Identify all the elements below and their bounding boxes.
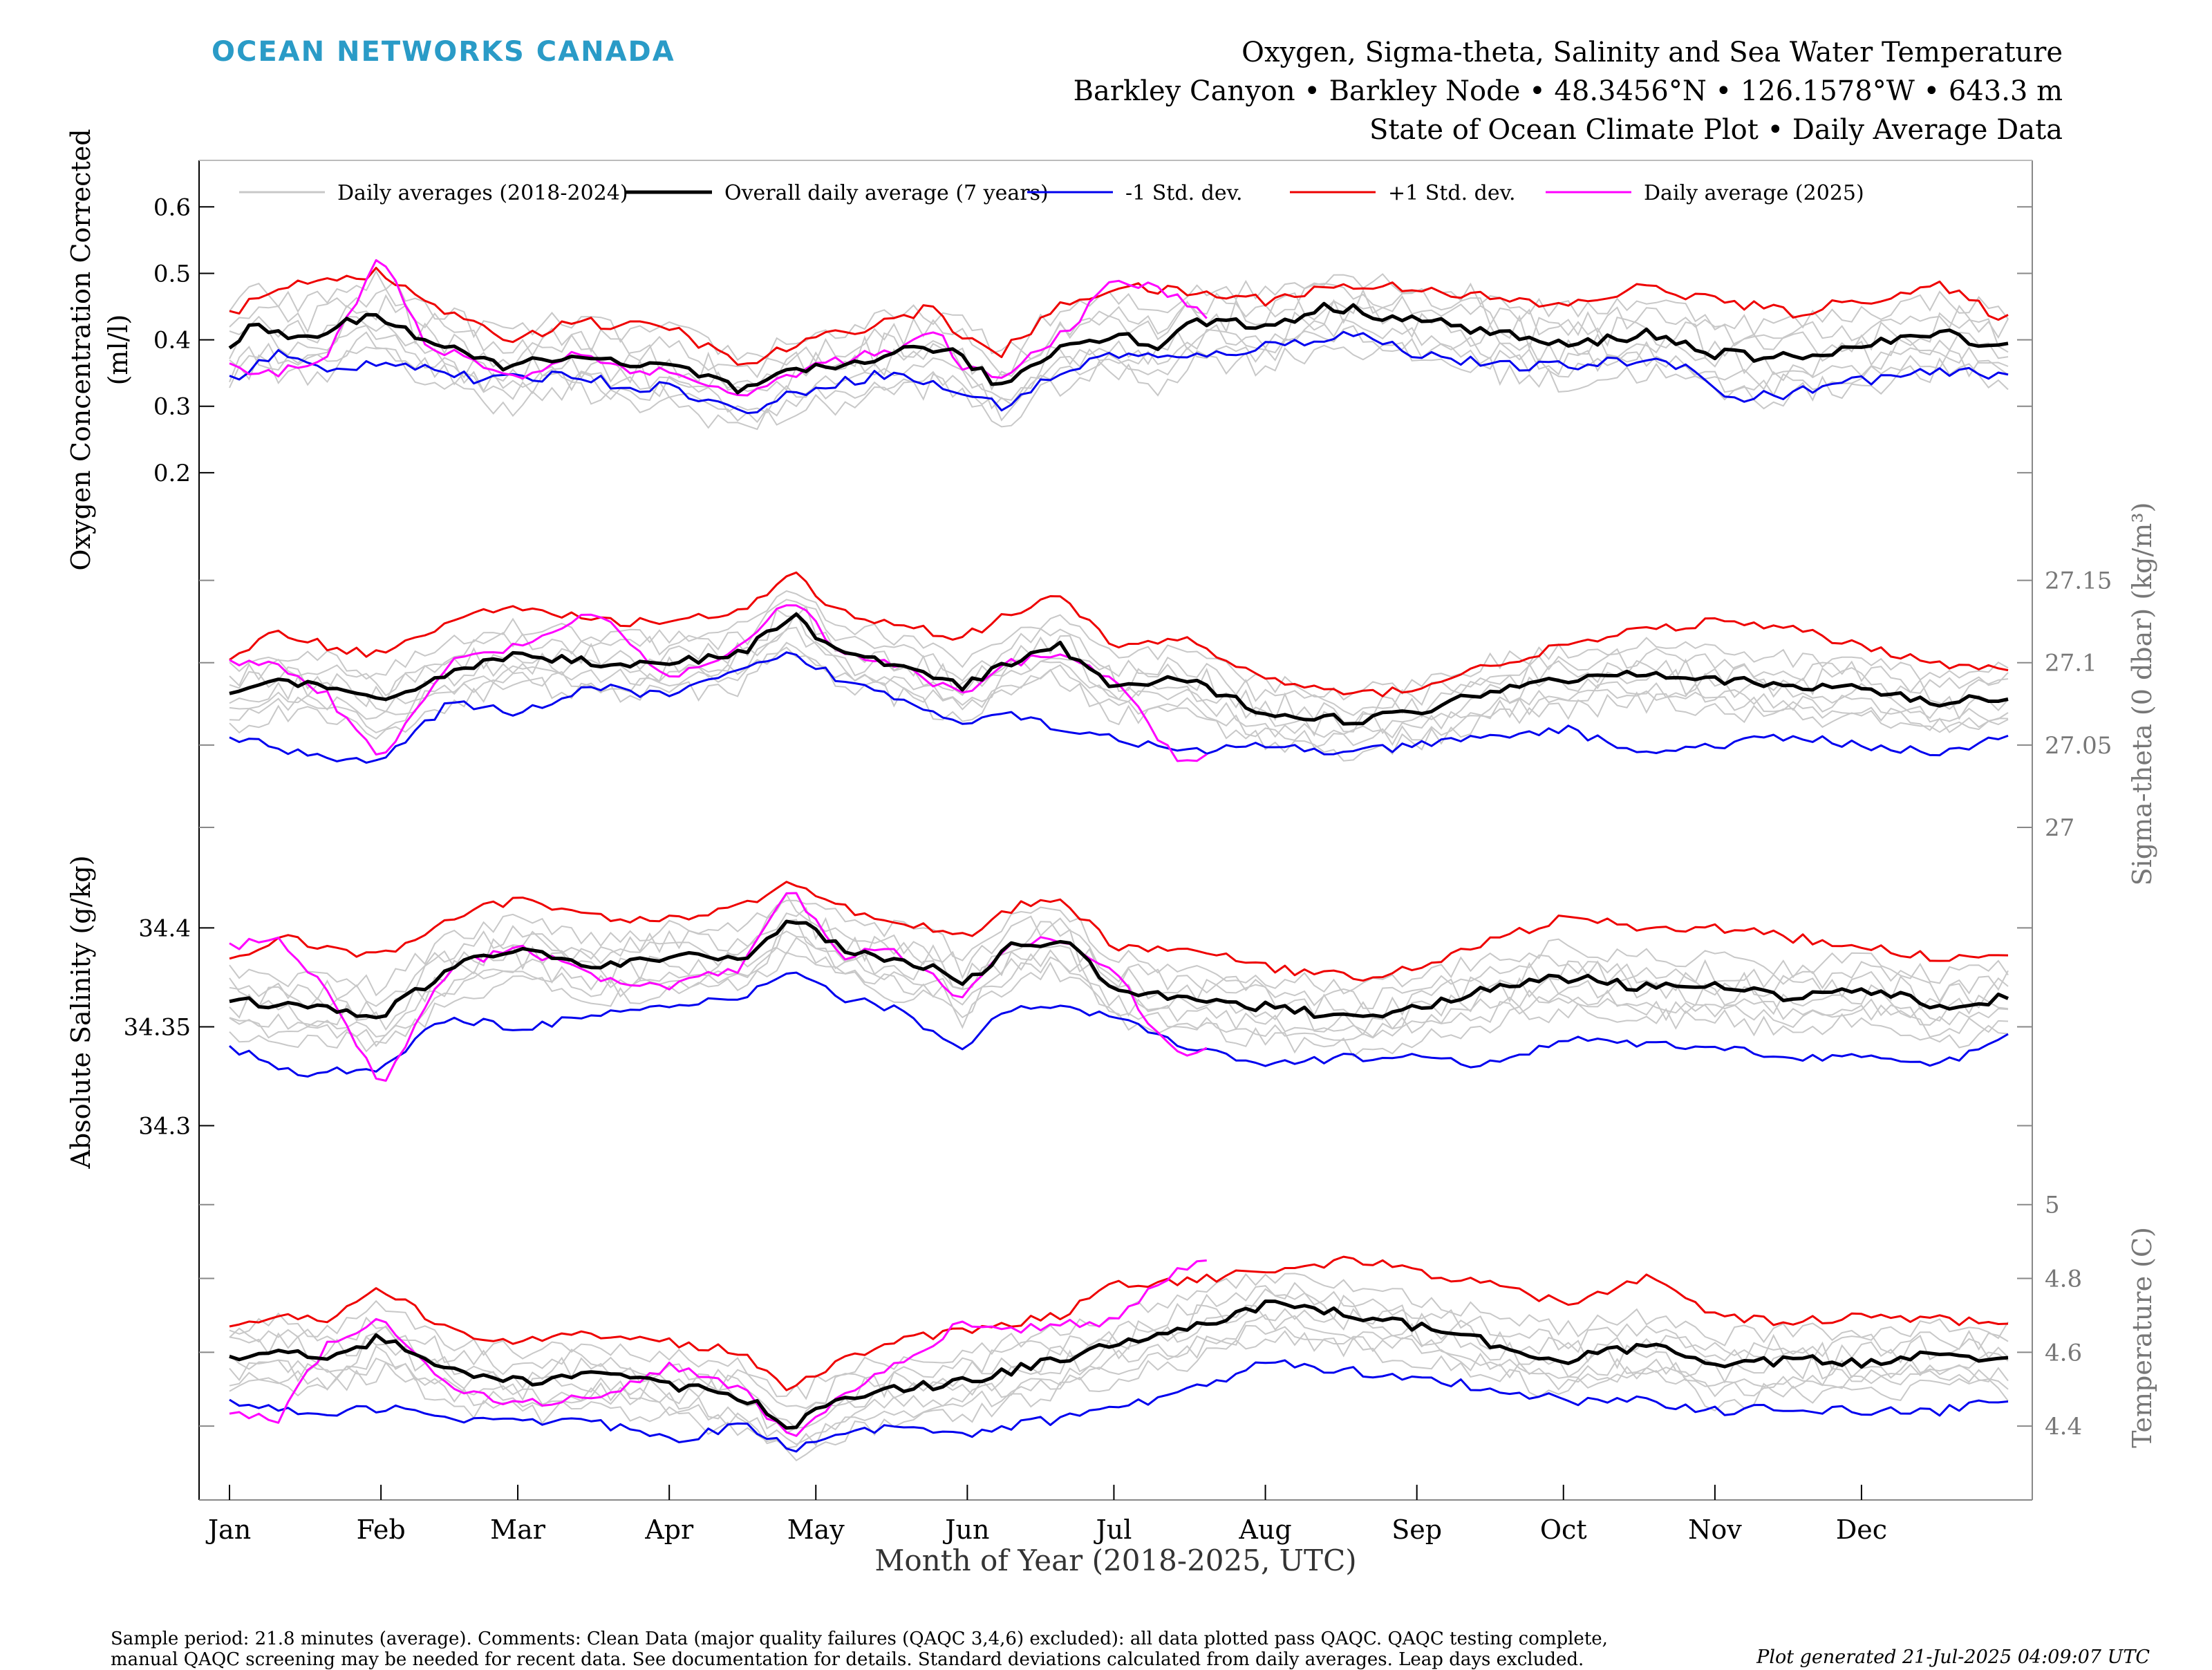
y-tick-label-salinity: 34.3 bbox=[138, 1112, 191, 1140]
y-tick-label-oxygen: 0.3 bbox=[153, 393, 191, 421]
y-tick-label-salinity: 34.4 bbox=[138, 914, 191, 942]
plot-title-line-2: Barkley Canyon • Barkley Node • 48.3456°… bbox=[1073, 75, 2063, 107]
legend-label-3: +1 Std. dev. bbox=[1388, 181, 1516, 205]
daily-average-trace-temperature-1 bbox=[229, 1282, 2009, 1409]
x-tick-label: Jul bbox=[1093, 1514, 1132, 1545]
y-tick-label-sigma: 27 bbox=[2045, 814, 2074, 842]
legend-label-4: Daily average (2025) bbox=[1644, 181, 1864, 205]
daily-average-trace-salinity-6 bbox=[229, 930, 2009, 1039]
plot-generated-timestamp: Plot generated 21-Jul-2025 04:09:07 UTC bbox=[1756, 1646, 2150, 1668]
y2025-line-temperature bbox=[229, 1259, 1207, 1437]
daily-average-trace-oxygen-4 bbox=[229, 341, 2009, 431]
x-tick-label: Aug bbox=[1238, 1514, 1291, 1545]
std-minus-line-temperature bbox=[229, 1359, 2009, 1453]
daily-average-trace-temperature-6 bbox=[229, 1313, 2009, 1445]
daily-average-trace-salinity-3 bbox=[229, 899, 2009, 997]
std-minus-line-oxygen bbox=[229, 330, 2009, 415]
y-tick-label-oxygen: 0.2 bbox=[153, 460, 191, 487]
daily-average-trace-sigma-4 bbox=[229, 646, 2009, 762]
std-plus-line-sigma bbox=[229, 571, 2009, 697]
daily-average-trace-sigma-0 bbox=[229, 641, 2009, 749]
x-tick-label: Dec bbox=[1836, 1514, 1887, 1545]
x-axis-label: Month of Year (2018-2025, UTC) bbox=[874, 1544, 1356, 1577]
footer-line-2: manual QAQC screening may be needed for … bbox=[111, 1649, 1584, 1670]
footer-comments: Sample period: 21.8 minutes (average). C… bbox=[111, 1629, 1742, 1670]
std-minus-line-salinity bbox=[229, 971, 2009, 1078]
y-tick-label-temperature: 5 bbox=[2045, 1192, 2060, 1219]
y-tick-label-temperature: 4.6 bbox=[2045, 1339, 2082, 1367]
std-plus-line-salinity bbox=[229, 881, 2009, 982]
x-tick-label: Mar bbox=[490, 1514, 546, 1545]
std-plus-line-oxygen bbox=[229, 267, 2009, 366]
daily-average-trace-sigma-1 bbox=[229, 599, 2009, 716]
plot-title-block: Oxygen, Sigma-theta, Salinity and Sea Wa… bbox=[1074, 33, 2063, 149]
x-tick-label: Apr bbox=[644, 1514, 694, 1545]
daily-average-trace-oxygen-2 bbox=[229, 299, 2009, 401]
x-tick-label: Nov bbox=[1688, 1514, 1742, 1545]
mean-line-oxygen bbox=[228, 301, 2009, 395]
daily-average-trace-oxygen-5 bbox=[229, 288, 2009, 391]
brand-logo-text: OCEAN NETWORKS CANADA bbox=[212, 36, 675, 68]
y-tick-label-oxygen: 0.4 bbox=[153, 327, 191, 355]
y-axis-label-salinity: Absolute Salinity (g/kg) bbox=[66, 855, 96, 1169]
footer-line-1: Sample period: 21.8 minutes (average). C… bbox=[111, 1629, 1608, 1649]
x-tick-label: May bbox=[787, 1514, 845, 1545]
mean-line-salinity bbox=[229, 919, 2009, 1020]
y-tick-label-oxygen: 0.5 bbox=[153, 260, 191, 288]
y2025-line-oxygen bbox=[229, 259, 1208, 397]
daily-average-trace-oxygen-3 bbox=[229, 270, 2009, 362]
mean-line-temperature bbox=[229, 1300, 2009, 1430]
daily-average-trace-salinity-4 bbox=[229, 951, 2009, 1058]
daily-average-trace-temperature-0 bbox=[229, 1324, 2009, 1449]
x-tick-label: Jun bbox=[942, 1514, 989, 1545]
plot-title-line-1: Oxygen, Sigma-theta, Salinity and Sea Wa… bbox=[1241, 37, 2063, 68]
y2025-line-sigma bbox=[229, 604, 1208, 762]
y-tick-label-oxygen: 0.6 bbox=[153, 194, 191, 221]
y-tick-label-sigma: 27.05 bbox=[2045, 732, 2112, 760]
mean-line-sigma bbox=[229, 612, 2009, 726]
x-tick-label: Oct bbox=[1540, 1514, 1587, 1545]
y-tick-label-salinity: 34.35 bbox=[124, 1013, 191, 1041]
y-axis-label-oxygen: Oxygen Concentration Corrected bbox=[66, 129, 96, 570]
y-tick-label-sigma: 27.1 bbox=[2045, 650, 2097, 677]
y2025-line-salinity bbox=[229, 892, 1208, 1082]
y-axis-label-oxygen: (ml/l) bbox=[103, 315, 133, 386]
legend-label-0: Daily averages (2018-2024) bbox=[337, 181, 628, 205]
y-tick-label-sigma: 27.15 bbox=[2045, 567, 2112, 595]
std-plus-line-temperature bbox=[229, 1255, 2009, 1391]
legend-label-2: -1 Std. dev. bbox=[1125, 181, 1243, 205]
daily-average-trace-sigma-3 bbox=[229, 590, 2009, 701]
daily-average-trace-sigma-2 bbox=[229, 610, 2009, 737]
x-tick-label: Feb bbox=[357, 1514, 406, 1545]
plot-title-line-3: State of Ocean Climate Plot • Daily Aver… bbox=[1369, 114, 2063, 146]
daily-average-trace-salinity-1 bbox=[229, 892, 2009, 1010]
daily-average-trace-sigma-6 bbox=[229, 626, 2009, 739]
y-axis-label-sigma: Sigma-theta (0 dbar) (kg/m³) bbox=[2127, 503, 2157, 886]
y-axis-label-temperature: Temperature (C) bbox=[2127, 1227, 2157, 1448]
y-tick-label-temperature: 4.8 bbox=[2045, 1266, 2082, 1293]
daily-average-trace-sigma-5 bbox=[229, 605, 2009, 726]
x-tick-label: Sep bbox=[1391, 1514, 1442, 1545]
daily-average-trace-oxygen-6 bbox=[229, 319, 2009, 414]
legend-label-1: Overall daily average (7 years) bbox=[724, 181, 1049, 205]
daily-average-trace-salinity-0 bbox=[229, 937, 2009, 1047]
daily-average-trace-temperature-4 bbox=[229, 1330, 2009, 1462]
daily-average-trace-salinity-5 bbox=[229, 907, 2009, 1022]
std-minus-line-sigma bbox=[229, 651, 2009, 764]
y-tick-label-temperature: 4.4 bbox=[2045, 1413, 2082, 1441]
x-tick-label: Jan bbox=[205, 1514, 251, 1545]
